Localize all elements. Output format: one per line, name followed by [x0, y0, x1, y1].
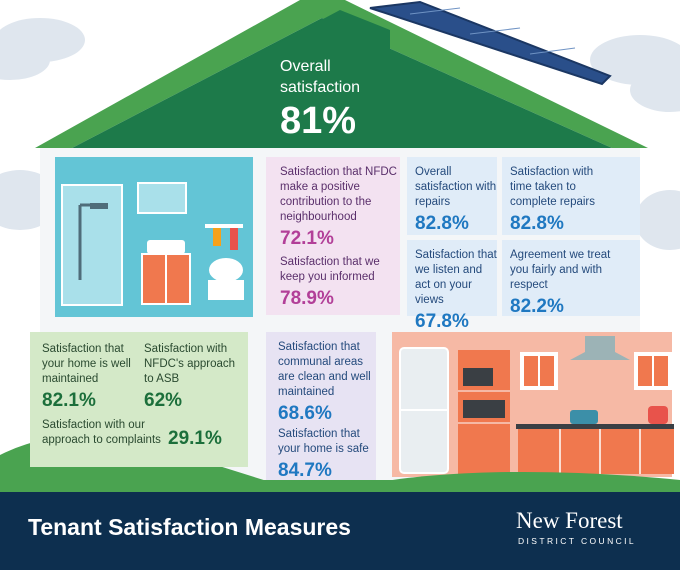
neighbourhood-label: Satisfaction that NFDC make a positive c… [280, 166, 397, 223]
listen-label: Satisfaction that we listen and act on y… [415, 249, 497, 306]
respect-label: Agreement we treat you fairly and with r… [510, 249, 611, 291]
overall-label: Overall satisfaction [280, 58, 361, 96]
page-title: Tenant Satisfaction Measures [28, 514, 351, 540]
safety-panel: Satisfaction that communal areas are cle… [266, 332, 376, 481]
council-logo-name: New Forest [516, 508, 623, 533]
informed-value: 78.9% [280, 288, 334, 309]
maintained-value: 82.1% [42, 390, 96, 411]
footer-bar [0, 492, 680, 570]
complaints-value: 29.1% [168, 428, 222, 449]
council-logo-subtitle: DISTRICT COUNCIL [518, 536, 637, 546]
solar-panel-icon [369, 0, 612, 86]
respect-card: Agreement we treat you fairly and with r… [502, 240, 640, 317]
home-panel: Satisfaction that your home is well main… [30, 332, 248, 467]
repair-time-card: Satisfaction with time taken to complete… [502, 157, 640, 235]
listen-card: Satisfaction that we listen and act on y… [407, 240, 497, 332]
maintained-label: Satisfaction that your home is well main… [42, 343, 131, 385]
asb-label: Satisfaction with NFDC's approach to ASB [144, 343, 236, 385]
overall-value: 81% [280, 100, 357, 142]
listen-value: 67.8% [415, 311, 469, 332]
safe-value: 84.7% [278, 460, 332, 481]
repair-time-value: 82.8% [510, 213, 564, 234]
communal-value: 68.6% [278, 403, 332, 424]
kitchen-illustration [392, 332, 674, 477]
bathroom-illustration [55, 157, 253, 317]
respect-value: 82.2% [510, 296, 564, 317]
neighbourhood-value: 72.1% [280, 228, 334, 249]
overall-satisfaction: Overall satisfaction 81% [280, 56, 400, 142]
cloud-icon [0, 18, 680, 250]
complaints-label: Satisfaction with our approach to compla… [42, 419, 161, 446]
community-panel: Satisfaction that NFDC make a positive c… [266, 157, 400, 315]
communal-label: Satisfaction that communal areas are cle… [278, 341, 371, 398]
safe-label: Satisfaction that your home is safe [278, 428, 369, 455]
repairs-value: 82.8% [415, 213, 469, 234]
asb-value: 62% [144, 390, 183, 411]
informed-label: Satisfaction that we keep you informed [280, 256, 380, 283]
repairs-label: Overall satisfaction with repairs [415, 166, 497, 208]
repair-time-label: Satisfaction with time taken to complete… [510, 166, 596, 208]
repairs-card: Overall satisfaction with repairs 82.8% [407, 157, 497, 235]
